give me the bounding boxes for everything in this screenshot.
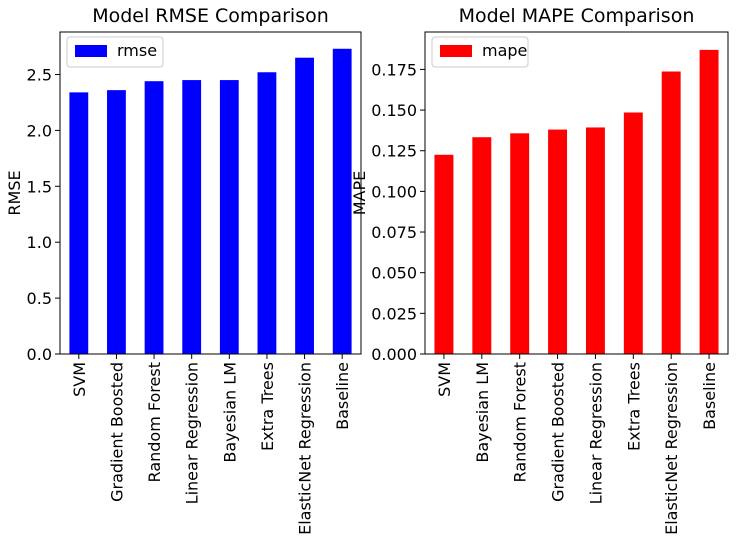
y-tick-label: 0.000 [371, 345, 417, 364]
x-tick-label: SVM [435, 362, 454, 397]
y-tick-label: 1.0 [27, 233, 52, 252]
y-tick-label: 0.175 [371, 60, 417, 79]
bar [510, 133, 530, 354]
chart-0: Model RMSE Comparison 0.0 0.5 1.0 1.5 2.0 2.5 S… [5, 5, 362, 535]
legend: rmse [66, 36, 164, 68]
bar [257, 72, 277, 354]
x-tick-label: Extra Trees [258, 362, 277, 451]
x-tick-label: Gradient Boosted [107, 362, 126, 502]
x-tick-label: Random Forest [145, 362, 164, 482]
legend-label: mape [482, 41, 527, 60]
y-tick-label: 0.025 [371, 304, 417, 323]
legend-box [431, 36, 529, 68]
bar [623, 112, 643, 354]
x-tick-label: Extra Trees [624, 362, 643, 451]
y-tick-label: 0.100 [371, 182, 417, 201]
x-tick-label: Linear Regression [586, 362, 605, 504]
legend-swatch [75, 45, 107, 57]
legend: mape [431, 36, 529, 68]
y-tick-label: 2.5 [27, 65, 52, 84]
x-tick-label: SVM [70, 362, 89, 397]
x-tick-label: Bayesian LM [473, 362, 492, 463]
bar [332, 48, 352, 354]
x-tick-label: Gradient Boosted [549, 362, 568, 502]
x-tick-label: Random Forest [511, 362, 530, 482]
y-tick-label: 0.075 [371, 223, 417, 242]
x-tick-label: ElasticNet Regression [296, 362, 315, 535]
bar [472, 137, 492, 354]
y-axis-label: RMSE [5, 170, 24, 215]
chart-1: Model MAPE Comparison 0.000 0.025 0.050 0.07… [350, 5, 729, 535]
bar [434, 154, 454, 354]
legend-box [66, 36, 164, 68]
y-tick-label: 2.0 [27, 121, 52, 140]
bar [107, 90, 126, 354]
chart-title: Model MAPE Comparison [459, 5, 695, 27]
bar [144, 81, 164, 354]
y-tick-label: 0.125 [371, 142, 417, 161]
y-axis-label: MAPE [350, 171, 369, 216]
plot-frame [59, 31, 362, 355]
x-tick-label: Baseline [333, 362, 352, 430]
bar [548, 129, 568, 354]
y-tick-label: 1.5 [27, 177, 52, 196]
bar [69, 92, 89, 354]
legend-swatch [440, 45, 472, 57]
bar [699, 49, 719, 355]
bar [182, 80, 202, 354]
x-tick-label: Baseline [700, 362, 719, 430]
bar [219, 80, 239, 354]
x-tick-label: Linear Regression [183, 362, 202, 504]
plot-frame [424, 31, 729, 355]
chart-title: Model RMSE Comparison [92, 5, 329, 27]
y-tick-label: 0.0 [27, 345, 52, 364]
y-tick-label: 0.5 [27, 289, 52, 308]
bar [295, 57, 314, 355]
bar [585, 127, 605, 355]
x-tick-label: ElasticNet Regression [662, 362, 681, 535]
y-tick-label: 0.050 [371, 264, 417, 283]
y-tick-label: 0.150 [371, 101, 417, 120]
legend-label: rmse [117, 41, 157, 60]
x-tick-label: Bayesian LM [220, 362, 239, 463]
bar [661, 71, 681, 354]
